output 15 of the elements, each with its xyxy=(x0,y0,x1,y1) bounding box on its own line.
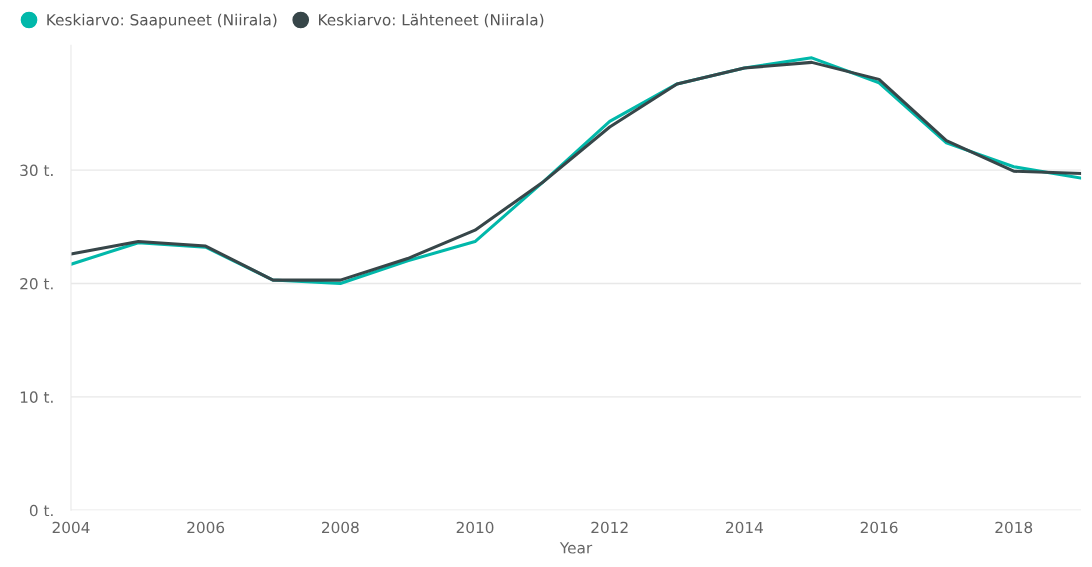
y-tick-label: 0 t. xyxy=(29,504,53,517)
x-tick-label: 2012 xyxy=(591,521,628,534)
x-tick-label: 2004 xyxy=(52,521,90,534)
legend-label: Keskiarvo: Saapuneet (Niirala) xyxy=(47,13,277,29)
x-tick-label: 2008 xyxy=(322,521,359,534)
x-tick-label: 2018 xyxy=(995,521,1033,534)
legend-label: Keskiarvo: Lähteneet (Niirala) xyxy=(319,13,544,28)
x-tick-label: 2006 xyxy=(187,521,225,534)
x-tick-label: 2014 xyxy=(726,521,763,534)
x-axis-title: Year xyxy=(559,542,593,554)
y-tick-label: 30 t. xyxy=(20,164,53,177)
x-tick-label: 2010 xyxy=(456,521,494,534)
x-tick-label: 2016 xyxy=(860,521,898,534)
y-tick-label: 10 t. xyxy=(20,391,53,403)
y-tick-label: 20 t. xyxy=(20,277,53,290)
